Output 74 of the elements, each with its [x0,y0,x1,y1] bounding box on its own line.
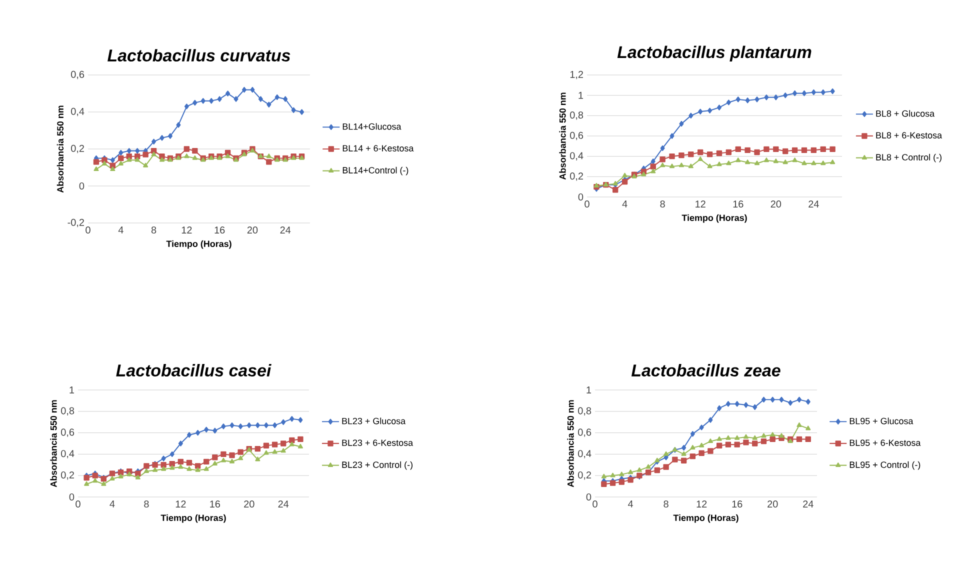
y-axis-title: Absorbancia 550 nm [567,400,574,488]
x-axis-title: Tiempo (Horas) [160,514,226,523]
legend-label: BL8 + Control (-) [876,154,942,162]
y-tick-label: 0,2 [570,172,583,181]
legend-label: BL8 + Glucosa [876,110,935,117]
x-tick-label: 8 [144,500,149,508]
y-tick-label: 0 [578,193,584,201]
x-tick-label: 20 [247,226,258,234]
x-tick-label: 16 [732,500,742,508]
y-tick-label: 0,2 [61,471,74,480]
x-axis-title: Tiempo (Horas) [166,240,232,249]
y-tick-label: 0,6 [570,132,584,140]
y-axis-title: Absorbancia 550 nm [559,92,566,180]
y-tick-label: 0 [69,493,74,501]
y-tick-label: 1,2 [570,70,583,80]
x-tick-label: 12 [176,500,186,508]
x-tick-label: 24 [280,226,291,234]
x-tick-label: 0 [86,226,90,234]
x-tick-label: 8 [151,226,156,234]
y-tick-label: 1 [578,92,584,99]
legend-label: BL14+Glucosa [342,123,402,130]
x-tick-label: 24 [808,200,819,208]
x-tick-label: 24 [803,500,814,508]
x-tick-label: 20 [768,500,778,508]
y-tick-label: 0,8 [61,407,74,416]
legend-label: BL14+Control (-) [342,166,408,176]
x-tick-label: 8 [664,500,668,508]
x-tick-label: 12 [696,500,707,508]
legend-label: BL95 + Glucosa [850,418,914,424]
x-tick-label: 16 [214,226,225,234]
y-tick-label: 0,6 [71,70,84,80]
legend-label: BL23 + Control (-) [342,461,412,470]
legend-label: BL8 + 6-Kestosa [876,132,942,138]
x-tick-label: 12 [182,226,192,234]
y-tick-label: 1 [70,386,74,394]
y-tick-label: 0,2 [71,144,84,154]
legend-label: BL23 + 6-Kestosa [342,440,414,446]
x-tick-label: 24 [278,500,289,508]
x-tick-label: 4 [628,500,634,508]
x-tick-label: 4 [118,226,124,234]
y-tick-label: 0 [586,493,592,501]
chart-title: Lactobacillus zeae [631,364,780,376]
x-tick-label: 16 [210,500,220,508]
y-tick-label: 0,4 [578,450,592,458]
x-tick-label: 0 [592,500,598,508]
y-tick-label: 0 [79,182,84,190]
y-tick-label: 0,6 [61,428,74,437]
y-axis-title: Absorbancia 550 nm [56,106,64,193]
y-tick-label: 0,6 [578,428,592,437]
y-tick-label: 0,8 [570,112,584,120]
legend-label: BL23 + Glucosa [342,418,406,424]
y-tick-label: 0,4 [570,152,584,160]
x-tick-label: 4 [622,200,628,208]
x-axis-title: Tiempo (Horas) [673,514,738,523]
y-tick-label: 0,4 [61,450,74,458]
y-tick-label: 1 [586,386,592,394]
x-tick-label: 8 [660,200,665,208]
chart-title: Lactobacillus casei [116,364,272,376]
legend-label: BL95 + 6-Kestosa [850,440,921,446]
y-tick-label: 0,8 [578,407,592,416]
x-tick-label: 20 [770,200,782,208]
legend-label: BL14 + 6-Kestosa [342,145,414,152]
x-tick-label: 12 [696,200,706,208]
y-tick-label: 0,2 [578,471,591,480]
y-tick-label: 0,4 [71,108,84,116]
x-tick-label: 20 [244,500,254,508]
legend-label: BL95 + Control (-) [850,461,920,470]
x-tick-label: 16 [733,200,744,208]
chart-title: Lactobacillus plantarum [617,46,812,62]
y-tick-label: -0,2 [68,218,84,228]
chart-title: Lactobacillus curvatus [108,49,290,62]
y-axis-title: Absorbancia 550 nm [50,400,57,488]
x-axis-title: Tiempo (Horas) [682,214,747,223]
x-tick-label: 4 [110,500,115,508]
